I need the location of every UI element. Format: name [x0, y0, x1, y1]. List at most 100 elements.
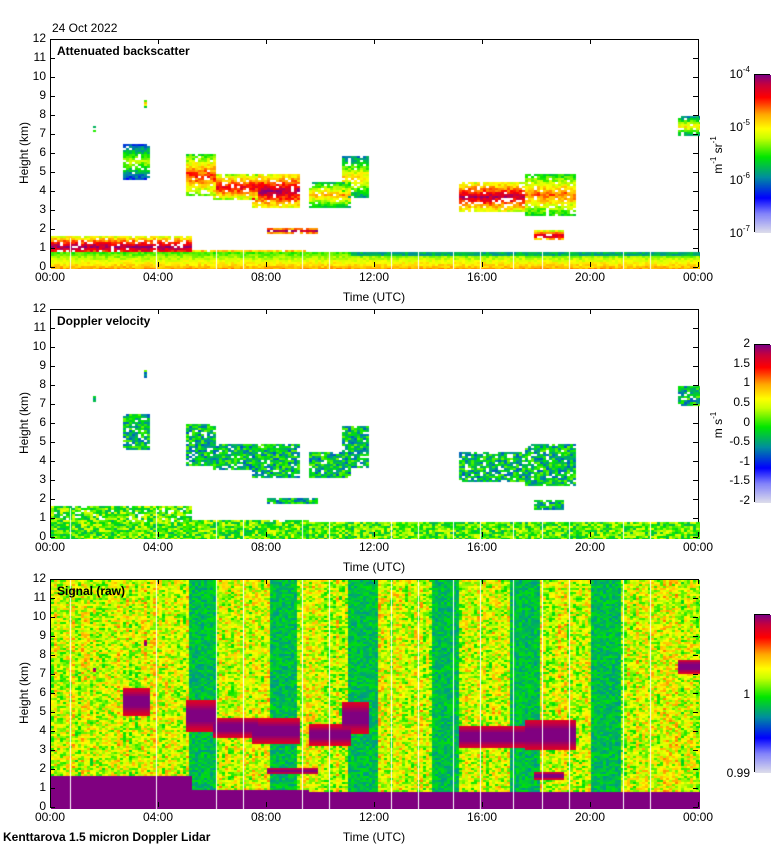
ytick-mark-right: [693, 191, 698, 192]
y-axis-label: Height (km): [17, 391, 31, 454]
ytick-mark: [50, 655, 55, 656]
ytick-label: 0: [39, 799, 46, 813]
ytick-mark-right: [693, 579, 698, 580]
xtick-mark: [374, 802, 375, 807]
ytick-label: 9: [39, 358, 46, 372]
xtick-mark: [698, 532, 699, 537]
ytick-mark: [50, 518, 55, 519]
ytick-mark-right: [693, 39, 698, 40]
cb0-unit: m-1 sr-1: [709, 136, 725, 174]
ytick-label: 5: [39, 704, 46, 718]
ytick-mark-right: [693, 693, 698, 694]
ytick-mark-right: [693, 248, 698, 249]
xtick-mark: [590, 802, 591, 807]
backscatter-title: Attenuated backscatter: [57, 44, 190, 58]
cb2-tick-1: 1: [743, 687, 750, 701]
xtick-label: 12:00: [358, 810, 390, 824]
ytick-mark-right: [693, 77, 698, 78]
xtick-mark-top: [374, 309, 375, 314]
ytick-label: 1: [39, 780, 46, 794]
y-axis-label: Height (km): [17, 121, 31, 184]
backscatter-heatmap: [51, 40, 700, 269]
xtick-label: 16:00: [466, 540, 498, 554]
signal-colorbar: [754, 614, 771, 773]
ytick-mark-right: [693, 636, 698, 637]
cb0-tick-0: 10-4: [729, 65, 750, 81]
xtick-label: 04:00: [142, 810, 174, 824]
ytick-mark: [50, 248, 55, 249]
ytick-mark: [50, 309, 55, 310]
ytick-label: 11: [33, 50, 46, 64]
cb1-unit: m s-1: [709, 411, 725, 439]
ytick-label: 10: [32, 69, 46, 83]
cb1-tick: 0: [743, 414, 750, 429]
ytick-mark: [50, 423, 55, 424]
ytick-mark-right: [693, 442, 698, 443]
xtick-mark: [266, 802, 267, 807]
ytick-mark-right: [693, 134, 698, 135]
ytick-label: 1: [39, 510, 46, 524]
xtick-mark: [374, 532, 375, 537]
xtick-label: 16:00: [466, 810, 498, 824]
ytick-mark: [50, 366, 55, 367]
ytick-label: 2: [39, 761, 46, 775]
cb1-tick: 0.5: [733, 394, 750, 409]
signal-title: Signal (raw): [57, 584, 126, 598]
ytick-mark-right: [693, 655, 698, 656]
xtick-mark-top: [158, 39, 159, 44]
cb1-tick: -1.5: [729, 473, 750, 488]
date-label: 24 Oct 2022: [52, 21, 118, 35]
ytick-label: 7: [39, 396, 46, 410]
xtick-mark-top: [50, 579, 51, 584]
ytick-mark-right: [693, 499, 698, 500]
ytick-mark: [50, 769, 55, 770]
xtick-label: 16:00: [466, 270, 498, 284]
ytick-mark: [50, 461, 55, 462]
xtick-mark-top: [50, 309, 51, 314]
xtick-label: 08:00: [250, 540, 282, 554]
ytick-mark: [50, 191, 55, 192]
ytick-mark-right: [693, 423, 698, 424]
xtick-label: 00:00: [682, 810, 714, 824]
xtick-mark: [266, 532, 267, 537]
ytick-mark-right: [693, 712, 698, 713]
ytick-mark-right: [693, 598, 698, 599]
ytick-mark: [50, 58, 55, 59]
instrument-label: Kenttarova 1.5 micron Doppler Lidar: [3, 830, 211, 844]
x-axis-label: Time (UTC): [342, 290, 406, 304]
signal-plot: Signal (raw): [50, 579, 700, 809]
ytick-mark: [50, 172, 55, 173]
xtick-label: 20:00: [574, 270, 606, 284]
ytick-label: 3: [39, 742, 46, 756]
ytick-mark-right: [693, 366, 698, 367]
ytick-label: 8: [39, 377, 46, 391]
xtick-mark: [698, 802, 699, 807]
ytick-label: 9: [39, 628, 46, 642]
ytick-mark: [50, 598, 55, 599]
xtick-mark-top: [266, 309, 267, 314]
ytick-label: 0: [39, 529, 46, 543]
xtick-mark-top: [482, 309, 483, 314]
xtick-mark-top: [482, 579, 483, 584]
ytick-mark: [50, 617, 55, 618]
cb1-tick: -1: [739, 453, 750, 468]
ytick-mark: [50, 267, 55, 268]
velocity-heatmap: [51, 310, 700, 539]
ytick-mark: [50, 731, 55, 732]
ytick-label: 8: [39, 647, 46, 661]
ytick-mark-right: [693, 807, 698, 808]
xtick-mark-top: [158, 309, 159, 314]
xtick-label: 00:00: [34, 540, 66, 554]
ytick-mark-right: [693, 461, 698, 462]
y-axis-label: Height (km): [17, 661, 31, 724]
xtick-label: 00:00: [34, 270, 66, 284]
xtick-mark-top: [698, 309, 699, 314]
backscatter-colorbar: [754, 74, 771, 233]
xtick-mark: [374, 262, 375, 267]
ytick-mark: [50, 499, 55, 500]
ytick-mark-right: [693, 96, 698, 97]
ytick-mark-right: [693, 58, 698, 59]
xtick-mark: [482, 262, 483, 267]
ytick-label: 9: [39, 88, 46, 102]
ytick-mark-right: [693, 267, 698, 268]
